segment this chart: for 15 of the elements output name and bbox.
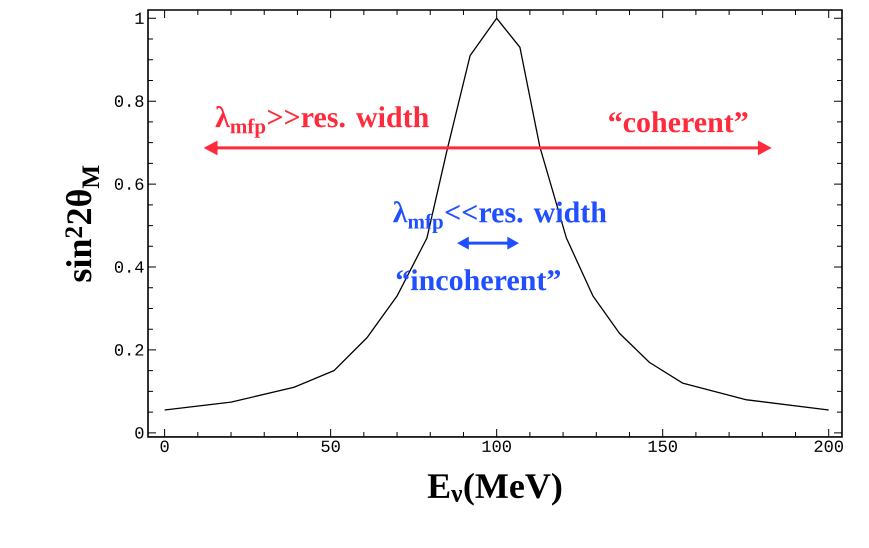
y-tick-label: 0.4 [114,261,144,273]
annotation: λ$_{mfp}$>>res. width [215,106,429,138]
x-tick-label: 50 [322,440,340,452]
x-tick-label: 0 [160,440,169,452]
y-tick-label: 0 [135,427,144,439]
annotation: “coherent” [609,111,748,132]
y-tick-label: 0.2 [114,344,144,356]
x-tick-label: 200 [814,440,843,452]
y-tick-label: 1 [136,12,144,24]
x-tick-label: 150 [648,440,677,452]
x-axis-title: E$_{ν}$(MeV) [428,472,562,506]
y-axis-title: sin$^{2}$2θ$_{M}$ [65,166,100,282]
y-tick-label: 0.6 [114,178,144,190]
x-tick-label: 100 [482,440,511,452]
y-tick-label: 0.8 [114,95,144,107]
